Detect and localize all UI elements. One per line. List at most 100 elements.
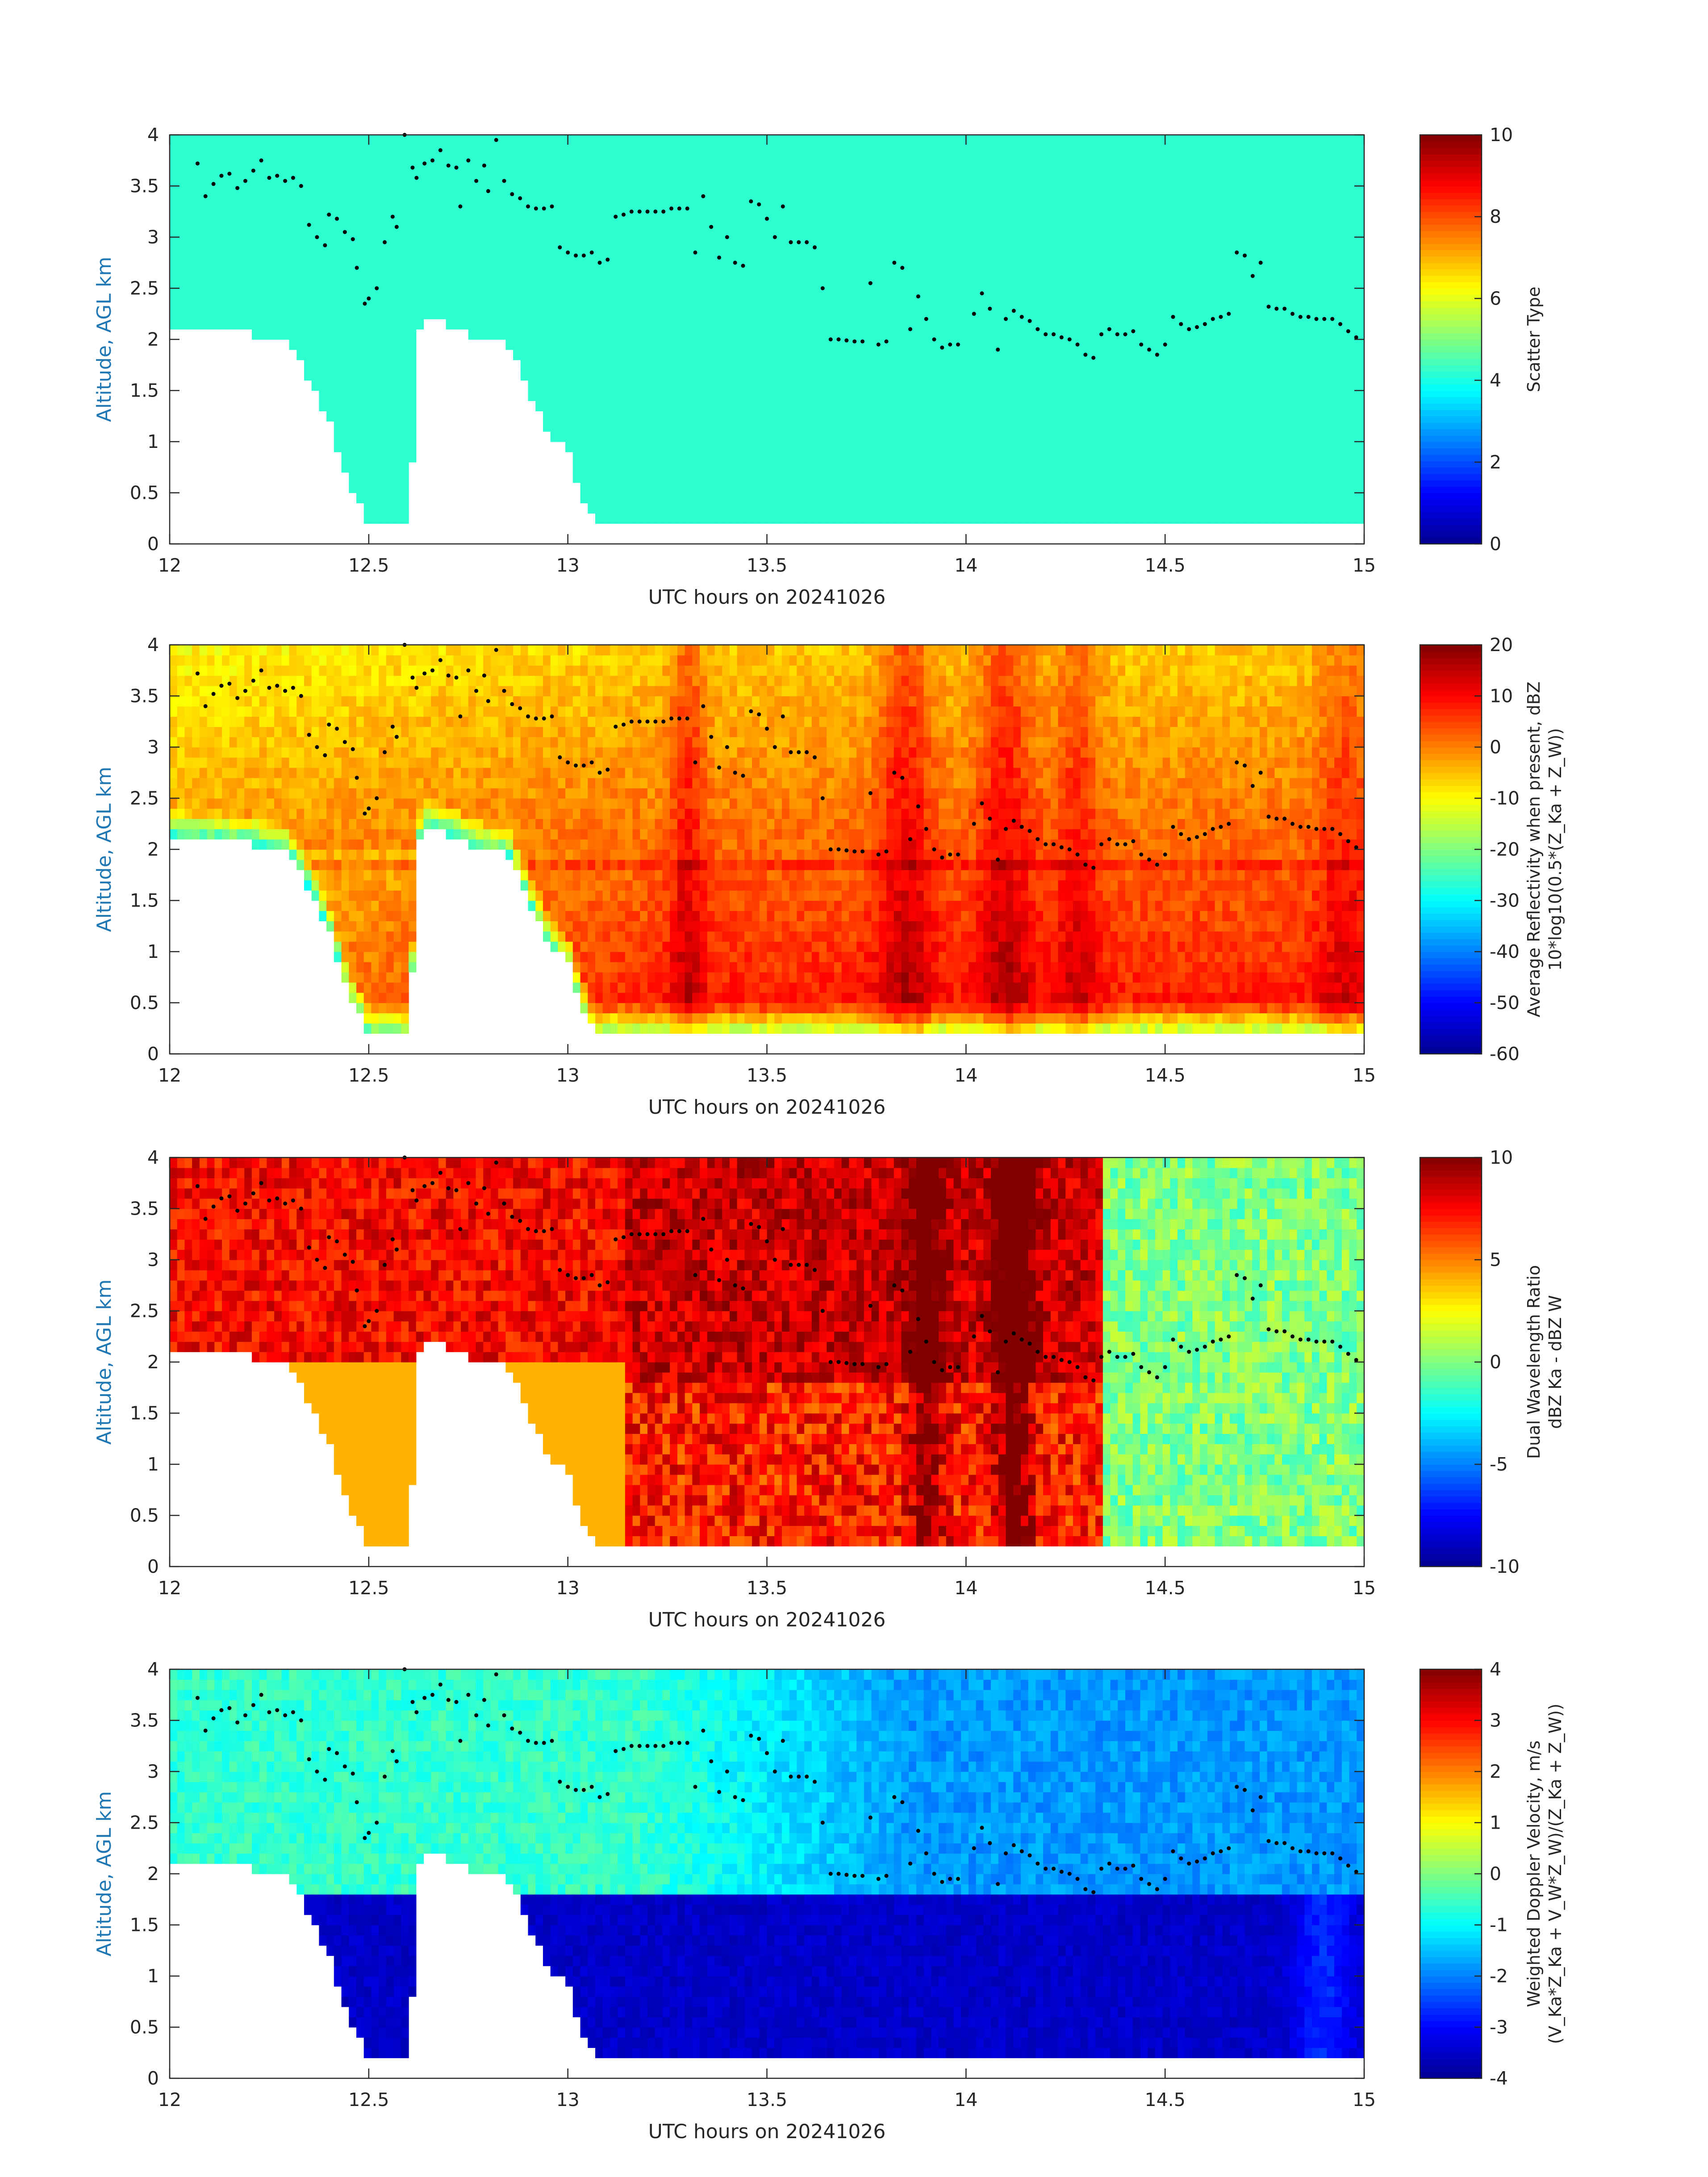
heatmap-cell: [722, 278, 730, 289]
heatmap-cell: [1148, 370, 1155, 381]
heatmap-cell: [244, 298, 252, 309]
heatmap-cell: [423, 135, 431, 146]
heatmap-cell: [170, 217, 177, 227]
heatmap-cell: [983, 288, 991, 299]
heatmap-cell: [1095, 370, 1103, 381]
heatmap-cell: [946, 442, 954, 452]
heatmap-cell: [1290, 196, 1297, 207]
heatmap-cell: [849, 186, 856, 197]
heatmap-cell: [1222, 268, 1230, 279]
heatmap-cell: [991, 431, 998, 442]
heatmap-cell: [946, 421, 954, 432]
heatmap-cell: [1028, 206, 1036, 217]
heatmap-cell: [1111, 298, 1118, 309]
heatmap-cell: [401, 166, 409, 176]
heatmap-cell: [498, 268, 506, 279]
heatmap-cell: [371, 186, 379, 197]
heatmap-cell: [1185, 135, 1193, 146]
heatmap-cell: [909, 350, 916, 360]
heatmap-cell: [931, 247, 939, 258]
heatmap-cell: [827, 421, 834, 432]
heatmap-cell: [744, 329, 752, 340]
heatmap-cell: [924, 319, 931, 330]
heatmap-cell: [461, 166, 468, 176]
heatmap-cell: [1021, 176, 1028, 187]
heatmap-cell: [1207, 513, 1215, 524]
heatmap-cell: [916, 483, 924, 493]
heatmap-cell: [1058, 493, 1066, 504]
heatmap-cell: [752, 339, 760, 350]
heatmap-cell: [640, 278, 647, 289]
heatmap-cell: [1021, 319, 1028, 330]
heatmap-cell: [1215, 421, 1223, 432]
heatmap-cell: [1133, 268, 1140, 279]
heatmap-cell: [543, 298, 551, 309]
heatmap-cell: [289, 206, 297, 217]
heatmap-cell: [1252, 380, 1260, 391]
heatmap-cell: [296, 196, 304, 207]
heatmap-cell: [827, 247, 834, 258]
heatmap-cell: [909, 370, 916, 381]
heatmap-cell: [834, 196, 842, 207]
heatmap-cell: [1133, 258, 1140, 268]
heatmap-cell: [312, 370, 319, 381]
heatmap-cell: [969, 186, 976, 197]
heatmap-cell: [610, 155, 618, 166]
heatmap-cell: [1267, 401, 1275, 411]
heatmap-cell: [334, 442, 342, 452]
heatmap-cell: [1036, 462, 1043, 473]
heatmap-cell: [573, 309, 580, 319]
heatmap-cell: [468, 288, 476, 299]
heatmap-cell: [1178, 237, 1185, 248]
heatmap-cell: [819, 452, 827, 463]
heatmap-cell: [371, 483, 379, 493]
heatmap-cell: [916, 166, 924, 176]
heatmap-cell: [1065, 206, 1073, 217]
heatmap-cell: [476, 186, 483, 197]
heatmap-cell: [394, 513, 401, 524]
heatmap-cell: [580, 309, 588, 319]
heatmap-cell: [744, 145, 752, 156]
heatmap-cell: [797, 472, 804, 483]
heatmap-cell: [730, 421, 737, 432]
heatmap-cell: [782, 135, 789, 146]
heatmap-cell: [961, 391, 969, 401]
heatmap-cell: [812, 145, 819, 156]
heatmap-cell: [319, 268, 326, 279]
heatmap-cell: [342, 186, 349, 197]
heatmap-cell: [1125, 166, 1133, 176]
heatmap-cell: [1095, 442, 1103, 452]
heatmap-cell: [879, 247, 886, 258]
heatmap-cell: [1185, 350, 1193, 360]
heatmap-cell: [1095, 391, 1103, 401]
heatmap-cell: [819, 360, 827, 371]
heatmap-cell: [767, 278, 775, 289]
heatmap-cell: [662, 452, 670, 463]
heatmap-cell: [1088, 288, 1095, 299]
heatmap-cell: [969, 503, 976, 514]
heatmap-cell: [371, 401, 379, 411]
heatmap-cell: [580, 370, 588, 381]
heatmap-cell: [184, 298, 192, 309]
heatmap-cell: [1021, 135, 1028, 146]
heatmap-cell: [647, 380, 655, 391]
heatmap-cell: [931, 278, 939, 289]
heatmap-cell: [1267, 483, 1275, 493]
heatmap-cell: [386, 329, 394, 340]
heatmap-cell: [655, 186, 663, 197]
heatmap-cell: [1051, 268, 1058, 279]
heatmap-cell: [789, 380, 797, 391]
heatmap-cell: [767, 135, 775, 146]
heatmap-cell: [1081, 493, 1088, 504]
heatmap-cell: [1111, 370, 1118, 381]
heatmap-cell: [1230, 278, 1237, 289]
heatmap-cell: [1245, 135, 1253, 146]
heatmap-cell: [551, 176, 558, 187]
heatmap-cell: [1095, 268, 1103, 279]
heatmap-cell: [901, 206, 909, 217]
heatmap-cell: [498, 309, 506, 319]
heatmap-cell: [924, 268, 931, 279]
heatmap-cell: [334, 319, 342, 330]
heatmap-cell: [618, 329, 625, 340]
heatmap-cell: [289, 288, 297, 299]
